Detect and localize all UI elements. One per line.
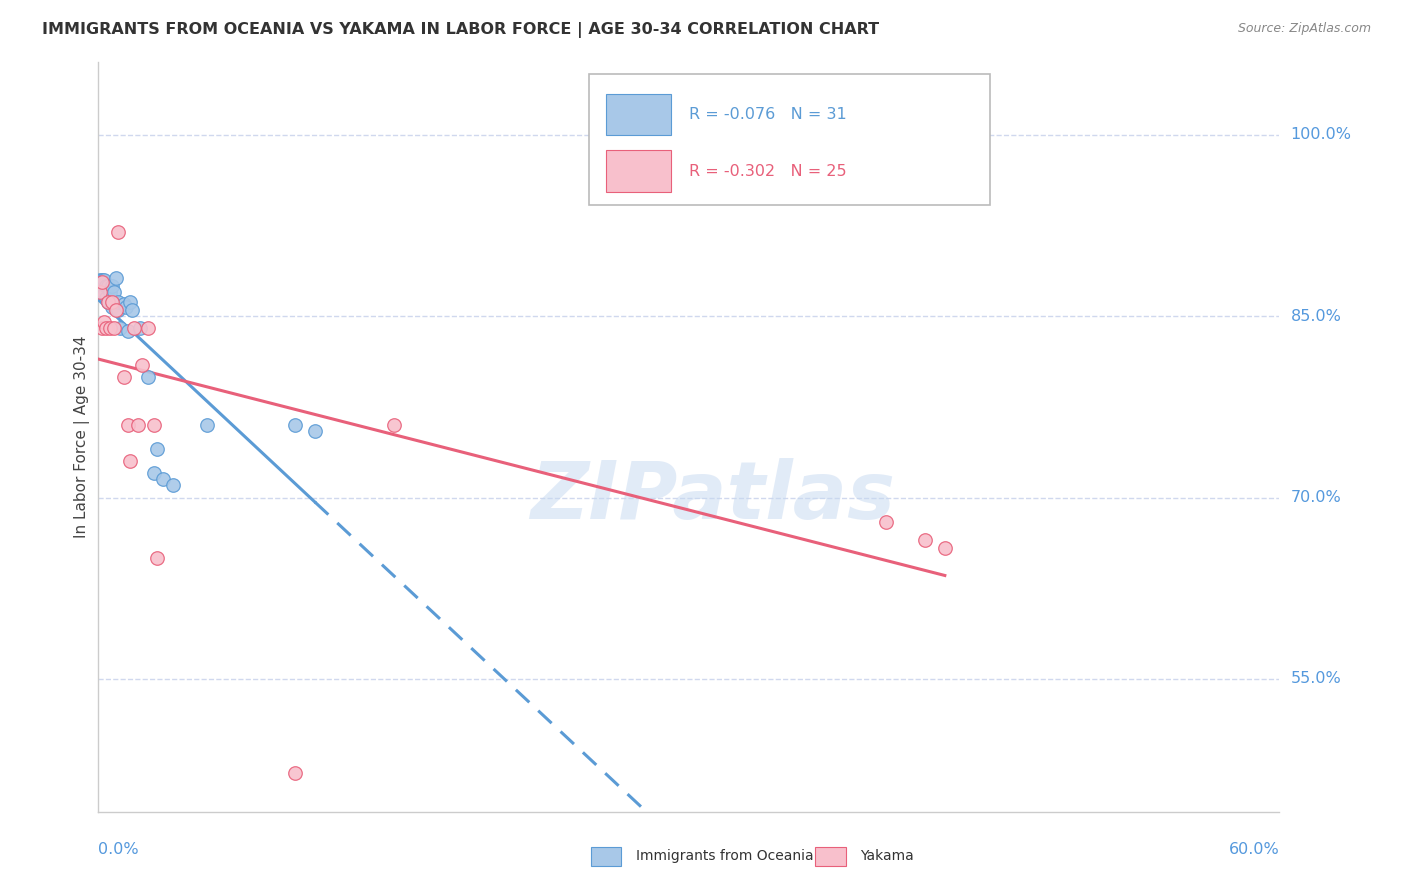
Point <box>136 369 159 384</box>
Bar <box>606 95 671 136</box>
Point <box>101 279 124 293</box>
Point <box>131 358 153 372</box>
Point <box>112 297 135 311</box>
Point <box>97 294 120 309</box>
Text: 85.0%: 85.0% <box>1291 309 1341 324</box>
Point <box>91 276 114 290</box>
Point <box>97 279 120 293</box>
Point <box>382 417 405 432</box>
Point <box>101 300 124 314</box>
Point <box>146 442 169 457</box>
Text: Source: ZipAtlas.com: Source: ZipAtlas.com <box>1237 22 1371 36</box>
Point <box>122 321 145 335</box>
Point <box>284 766 307 780</box>
Point <box>195 417 218 432</box>
Point <box>146 550 169 565</box>
Point <box>91 285 114 299</box>
Point <box>142 467 165 481</box>
Point <box>107 225 129 239</box>
Point <box>103 285 125 299</box>
Point <box>107 294 129 309</box>
Point <box>108 321 131 335</box>
Point <box>93 287 115 301</box>
Text: Yakama: Yakama <box>860 849 914 863</box>
Point <box>98 285 121 299</box>
Point <box>101 294 124 309</box>
Text: 60.0%: 60.0% <box>1229 842 1279 857</box>
Point <box>152 472 174 486</box>
Point <box>127 417 149 432</box>
Point <box>105 303 128 318</box>
FancyBboxPatch shape <box>589 74 990 205</box>
Point <box>97 294 120 309</box>
Point <box>96 279 118 293</box>
Point <box>107 303 129 318</box>
Point <box>142 417 165 432</box>
Point <box>91 273 114 287</box>
Point <box>98 321 121 335</box>
Point <box>93 315 115 329</box>
Text: R = -0.076   N = 31: R = -0.076 N = 31 <box>689 107 846 122</box>
Point <box>93 273 115 287</box>
Point <box>118 294 141 309</box>
Point <box>91 321 114 335</box>
Text: 70.0%: 70.0% <box>1291 490 1341 505</box>
Point <box>162 478 184 492</box>
Text: ZIPatlas: ZIPatlas <box>530 458 896 536</box>
Point <box>284 417 307 432</box>
Point <box>934 541 956 556</box>
Point <box>117 417 139 432</box>
Point <box>89 273 111 287</box>
Y-axis label: In Labor Force | Age 30-34: In Labor Force | Age 30-34 <box>75 335 90 539</box>
Text: 0.0%: 0.0% <box>98 842 139 857</box>
Point <box>136 321 159 335</box>
Point <box>128 321 150 335</box>
Text: 55.0%: 55.0% <box>1291 672 1341 686</box>
Point <box>875 515 897 529</box>
Point <box>96 291 118 305</box>
Point <box>112 369 135 384</box>
Point <box>914 533 936 547</box>
Point <box>103 321 125 335</box>
Point <box>89 285 111 299</box>
Text: R = -0.302   N = 25: R = -0.302 N = 25 <box>689 163 846 178</box>
Point <box>117 324 139 338</box>
Point <box>115 300 138 314</box>
Point <box>105 270 128 285</box>
Point <box>121 303 143 318</box>
Text: 100.0%: 100.0% <box>1291 128 1351 143</box>
Text: Immigrants from Oceania: Immigrants from Oceania <box>636 849 813 863</box>
Point <box>118 454 141 468</box>
Point <box>304 424 326 438</box>
Text: IMMIGRANTS FROM OCEANIA VS YAKAMA IN LABOR FORCE | AGE 30-34 CORRELATION CHART: IMMIGRANTS FROM OCEANIA VS YAKAMA IN LAB… <box>42 22 879 38</box>
Bar <box>606 151 671 192</box>
Point <box>96 321 118 335</box>
